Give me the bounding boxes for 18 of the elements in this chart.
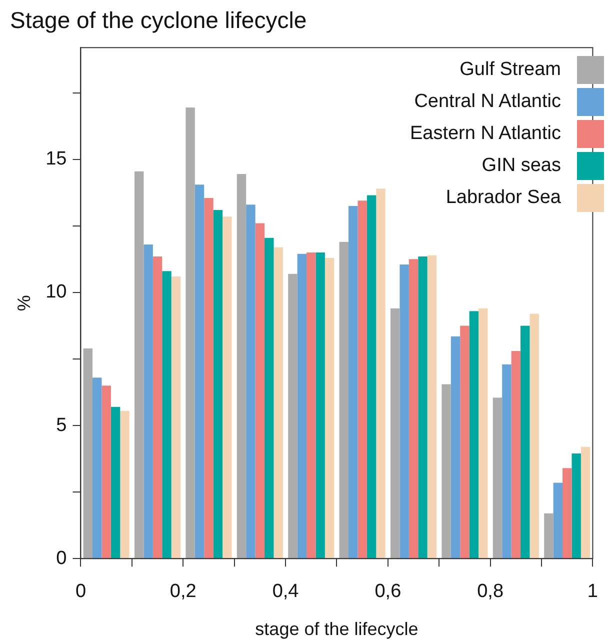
y-tick-label: 5: [56, 414, 67, 436]
y-tick-label: 10: [46, 282, 67, 303]
x-tick-label: 0,2: [170, 581, 196, 602]
legend-label: Gulf Stream: [460, 59, 561, 81]
x-tick-label: 0,6: [374, 581, 402, 602]
x-tick-label: 0,8: [477, 581, 504, 602]
y-tick-label: 15: [46, 148, 67, 170]
y-axis-title: %: [14, 295, 34, 312]
legend-label: Labrador Sea: [446, 187, 561, 209]
y-tick-label: 0: [56, 548, 67, 569]
x-tick-label: 1: [587, 581, 598, 602]
legend-label: GIN seas: [482, 155, 561, 177]
x-tick-label: 0: [75, 581, 86, 602]
x-axis-title: stage of the lifecycle: [255, 619, 418, 640]
x-tick-label: 0,4: [272, 581, 300, 602]
legend-label: Eastern N Atlantic: [410, 123, 561, 145]
legend-label: Central N Atlantic: [414, 91, 561, 113]
chart-title: Stage of the cyclone lifecycle: [10, 7, 307, 34]
